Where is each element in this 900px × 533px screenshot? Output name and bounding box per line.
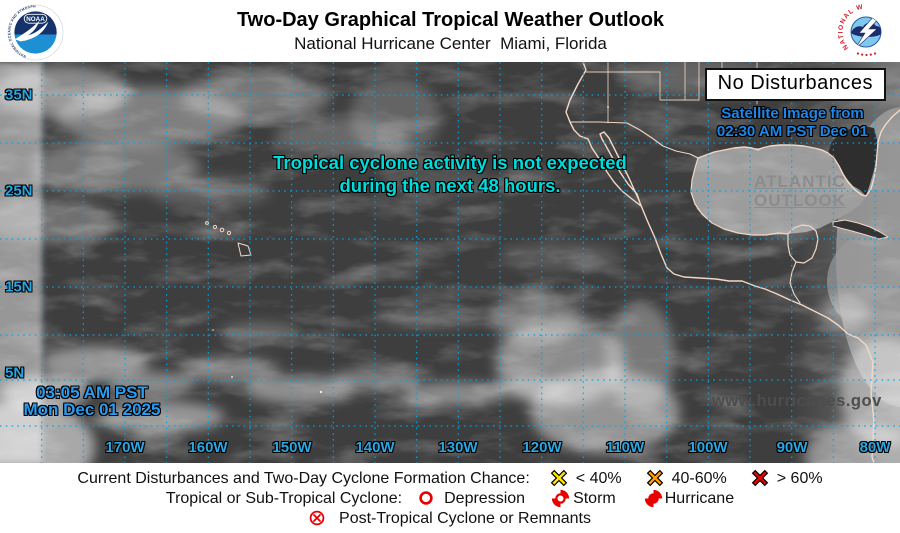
lon-label-130w: 130W xyxy=(438,439,478,456)
formation-low-label: < 40% xyxy=(575,469,622,487)
outlook-message-line2: during the next 48 hours. xyxy=(339,175,561,196)
satellite-caption-line1: Satellite Image from xyxy=(721,105,864,122)
lon-label-110w: 110W xyxy=(605,439,645,456)
x-high-icon xyxy=(751,469,768,487)
lat-label-5n: 5N xyxy=(5,364,25,382)
hurricane-icon xyxy=(644,489,662,507)
issued-timestamp: 03:05 AM PST Mon Dec 01 2025 xyxy=(22,384,162,418)
formation-high-label: > 60% xyxy=(776,469,823,487)
satellite-caption-line2: 02:30 AM PST Dec 01 xyxy=(716,123,869,140)
atlantic-outlook-line1: ATLANTIC xyxy=(754,172,846,191)
issued-date: Mon Dec 01 2025 xyxy=(23,400,161,419)
depression-label: Depression xyxy=(444,489,526,507)
storm-icon xyxy=(551,489,570,507)
page-title: Two-Day Graphical Tropical Weather Outlo… xyxy=(236,9,665,31)
cyclone-item-storm: Storm xyxy=(551,489,616,508)
post-tropical-label: Post-Tropical Cyclone or Remnants xyxy=(339,509,591,527)
no-disturbances-box: No Disturbances xyxy=(704,68,886,101)
lon-label-160w: 160W xyxy=(188,439,228,456)
issued-time: 03:05 AM PST xyxy=(36,383,148,402)
legend-post-tropical-row: Post-Tropical Cyclone or Remnants xyxy=(309,509,591,528)
depression-icon xyxy=(419,491,433,505)
storm-label: Storm xyxy=(573,489,616,507)
lat-label-15n: 15N xyxy=(5,278,33,296)
cyclone-type-label: Tropical or Sub-Tropical Cyclone: xyxy=(165,489,403,507)
legend: Current Disturbances and Two-Day Cyclone… xyxy=(0,463,900,533)
formation-item-low: < 40% xyxy=(550,469,622,488)
legend-formation-row: Current Disturbances and Two-Day Cyclone… xyxy=(77,469,822,488)
formation-chance-label: Current Disturbances and Two-Day Cyclone… xyxy=(77,469,530,487)
header-titles: Two-Day Graphical Tropical Weather Outlo… xyxy=(64,7,837,55)
atlantic-outlook-link[interactable]: ATLANTIC OUTLOOK xyxy=(751,172,849,210)
nws-logo-icon: NATIONAL WEATHER SERVICE xyxy=(837,3,894,60)
lon-label-150w: 150W xyxy=(272,439,312,456)
bright-specks xyxy=(212,106,609,394)
outlook-message: Tropical cyclone activity is not expecte… xyxy=(0,151,900,197)
formation-item-high: > 60% xyxy=(751,469,823,488)
lon-label-170w: 170W xyxy=(105,439,145,456)
hurricane-label: Hurricane xyxy=(664,489,735,507)
satellite-image xyxy=(0,62,900,463)
cyclone-item-hurricane: Hurricane xyxy=(644,489,734,508)
atlantic-outlook-line2: OUTLOOK xyxy=(754,191,846,210)
header: NATIONAL OCEANIC AND ATMOSPHERIC ADMINIS… xyxy=(0,0,900,62)
x-medium-icon xyxy=(646,469,663,487)
satellite-caption: Satellite Image from 02:30 AM PST Dec 01 xyxy=(690,105,895,141)
lon-label-140w: 140W xyxy=(355,439,395,456)
post-tropical-icon xyxy=(309,510,325,526)
nws-logo-stars xyxy=(856,51,877,56)
outlook-message-line1: Tropical cyclone activity is not expecte… xyxy=(273,152,627,173)
lon-label-80w: 80W xyxy=(859,439,891,456)
website-watermark: www.hurricanes.gov xyxy=(712,392,882,410)
coastlines xyxy=(205,62,900,463)
formation-item-med: 40-60% xyxy=(646,469,727,488)
satellite-map: 35N 25N 15N 5N 170W 160W 150W 140W 130W … xyxy=(0,62,900,463)
page-subtitle: National Hurricane Center Miami, Florida xyxy=(294,34,607,53)
lon-label-100w: 100W xyxy=(688,439,728,456)
lat-label-25n: 25N xyxy=(5,182,33,200)
cyclone-item-depression: Depression xyxy=(418,489,525,508)
lon-label-90w: 90W xyxy=(776,439,808,456)
noaa-logo-text: NOAA xyxy=(26,16,45,23)
x-low-icon xyxy=(550,469,568,487)
lat-label-35n: 35N xyxy=(5,86,33,104)
formation-med-label: 40-60% xyxy=(671,469,727,487)
noaa-logo-icon: NATIONAL OCEANIC AND ATMOSPHERIC ADMINIS… xyxy=(7,4,64,60)
legend-cyclone-row: Tropical or Sub-Tropical Cyclone: Depres… xyxy=(166,489,734,508)
post-tropical-item: Post-Tropical Cyclone or Remnants xyxy=(309,509,591,528)
lon-label-120w: 120W xyxy=(522,439,562,456)
